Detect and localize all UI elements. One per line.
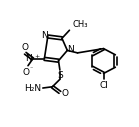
Text: S: S [58,71,63,80]
Text: N: N [41,31,48,40]
Text: CH₃: CH₃ [73,20,88,29]
Text: O: O [22,68,29,77]
Text: O: O [61,89,68,98]
Text: ⁻: ⁻ [29,67,32,72]
Text: H₂N: H₂N [24,84,41,92]
Text: +: + [34,54,39,59]
Text: N: N [25,54,32,63]
Text: N: N [67,45,74,54]
Text: O: O [21,43,28,52]
Text: Cl: Cl [99,81,108,90]
